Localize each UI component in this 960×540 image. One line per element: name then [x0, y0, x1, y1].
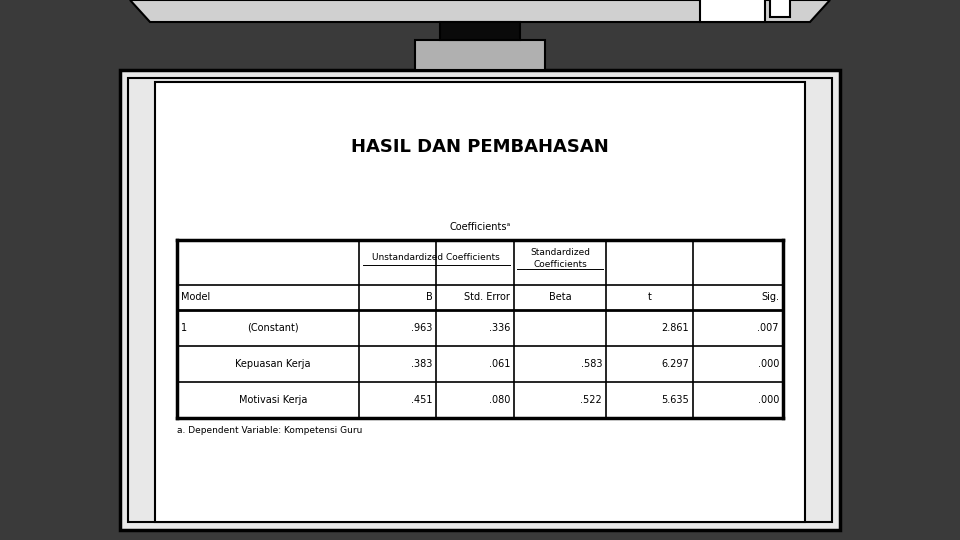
Text: .000: .000 [757, 359, 779, 369]
Text: Std. Error: Std. Error [464, 293, 510, 302]
Text: 2.861: 2.861 [661, 323, 689, 333]
Text: .061: .061 [489, 359, 510, 369]
Text: B: B [425, 293, 432, 302]
Text: t: t [648, 293, 652, 302]
Text: Standardized
Coefficients: Standardized Coefficients [530, 248, 590, 268]
Text: 1: 1 [181, 323, 187, 333]
FancyBboxPatch shape [770, 0, 790, 17]
Text: a. Dependent Variable: Kompetensi Guru: a. Dependent Variable: Kompetensi Guru [177, 426, 362, 435]
Text: Coefficientsᵃ: Coefficientsᵃ [449, 222, 511, 232]
FancyBboxPatch shape [700, 0, 765, 22]
Text: (Constant): (Constant) [247, 323, 299, 333]
Text: Motivasi Kerja: Motivasi Kerja [239, 395, 307, 405]
Text: .007: .007 [757, 323, 779, 333]
FancyBboxPatch shape [177, 240, 783, 418]
Text: .583: .583 [581, 359, 602, 369]
Text: .451: .451 [411, 395, 432, 405]
Text: .522: .522 [580, 395, 602, 405]
FancyBboxPatch shape [440, 22, 520, 40]
FancyBboxPatch shape [120, 70, 840, 530]
Text: HASIL DAN PEMBAHASAN: HASIL DAN PEMBAHASAN [351, 138, 609, 156]
Text: Sig.: Sig. [761, 293, 779, 302]
FancyBboxPatch shape [128, 78, 832, 522]
Text: Beta: Beta [549, 293, 571, 302]
Text: .383: .383 [411, 359, 432, 369]
Text: .963: .963 [411, 323, 432, 333]
Polygon shape [130, 0, 830, 22]
Text: Model: Model [181, 293, 210, 302]
Text: .080: .080 [489, 395, 510, 405]
Text: Unstandardized Coefficients: Unstandardized Coefficients [372, 253, 500, 262]
Text: 5.635: 5.635 [661, 395, 689, 405]
Text: .336: .336 [489, 323, 510, 333]
Text: 6.297: 6.297 [661, 359, 689, 369]
FancyBboxPatch shape [155, 82, 805, 522]
Text: Kepuasan Kerja: Kepuasan Kerja [235, 359, 311, 369]
Text: .000: .000 [757, 395, 779, 405]
FancyBboxPatch shape [415, 40, 545, 70]
